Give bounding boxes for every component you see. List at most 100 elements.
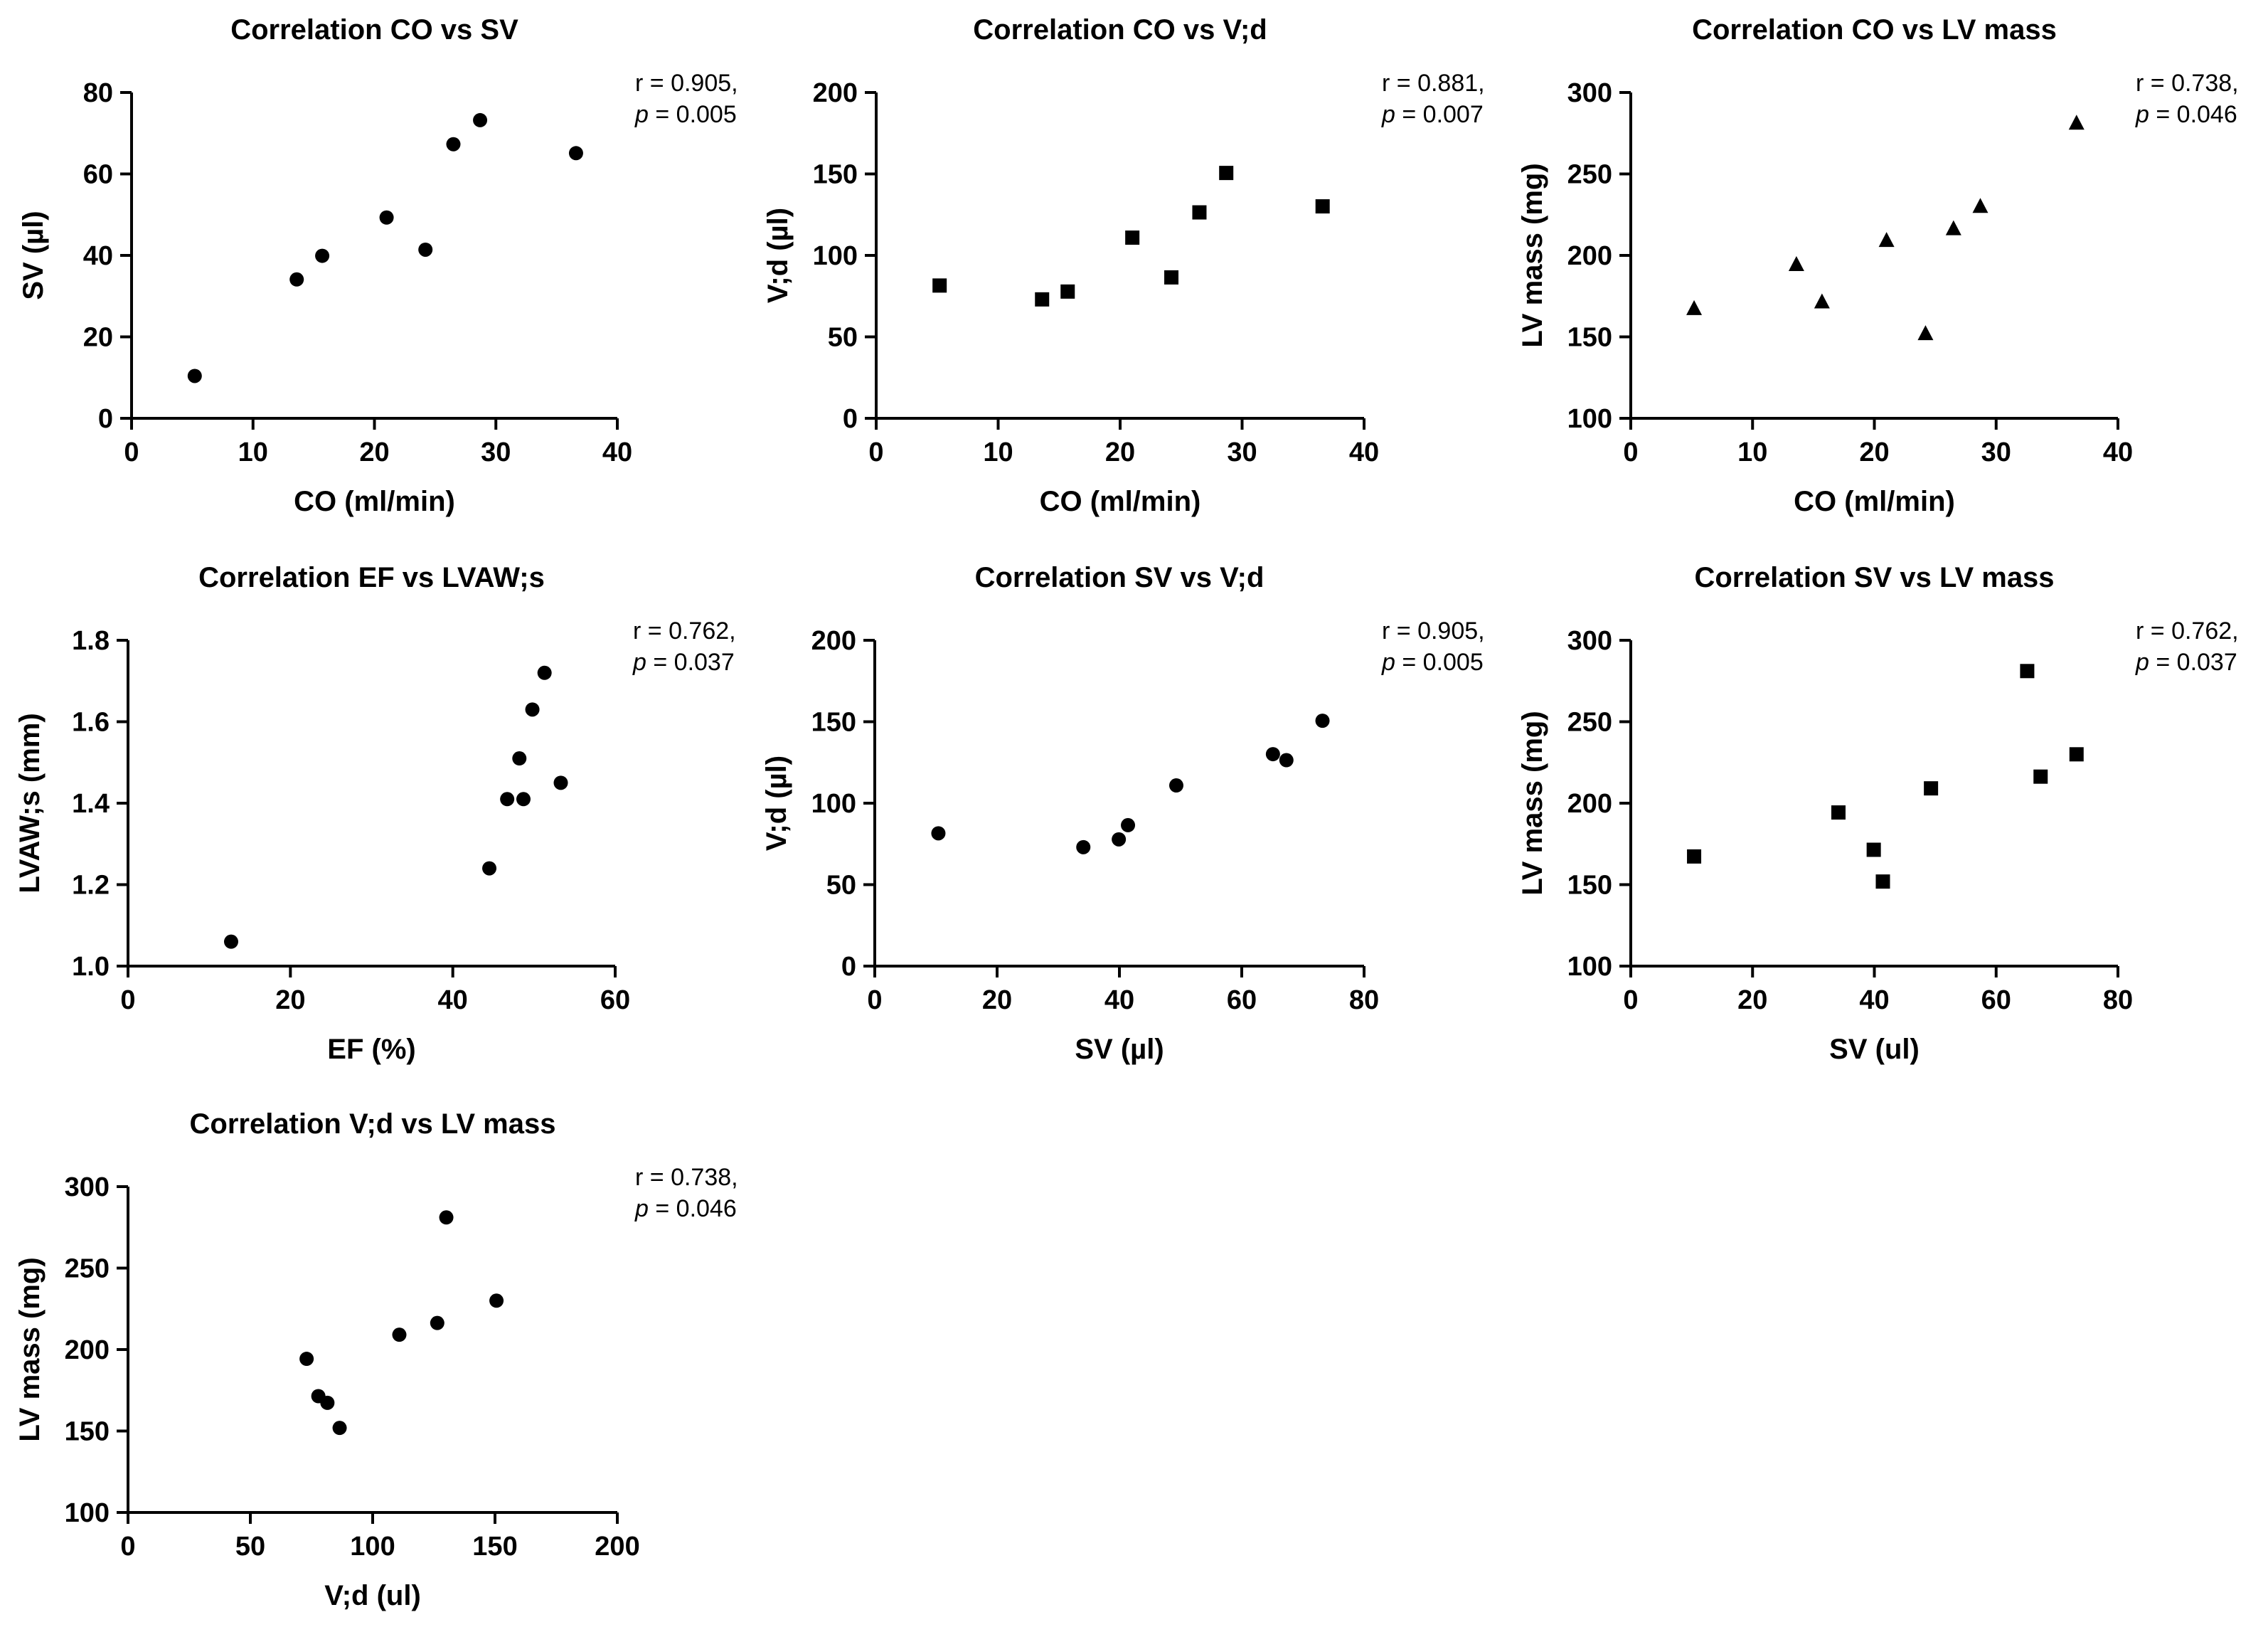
data-point [932, 278, 947, 293]
correlation-r: r = 0.881, [1382, 70, 1485, 97]
y-tick-label: 250 [1567, 708, 1612, 738]
y-tick-label: 200 [811, 626, 856, 656]
x-tick-label: 40 [1104, 985, 1134, 1015]
data-point [332, 1421, 347, 1436]
data-point [1060, 284, 1075, 299]
x-tick-label: 0 [867, 985, 882, 1015]
x-axis-label: CO (ml/min) [1040, 486, 1201, 517]
data-point [1831, 805, 1846, 820]
x-tick-label: 0 [124, 438, 139, 467]
p-symbol: p [634, 1195, 649, 1222]
data-point [1945, 220, 1961, 235]
y-tick-label: 300 [1567, 626, 1612, 656]
p-symbol: p [2135, 101, 2149, 128]
x-axis-label: CO (ml/min) [294, 486, 455, 517]
correlation-p: p = 0.005 [1381, 649, 1484, 676]
correlation-p: p = 0.037 [2135, 649, 2237, 676]
x-tick-label: 40 [2103, 438, 2133, 467]
y-tick-label: 1.6 [72, 708, 110, 738]
p-symbol: p [1381, 101, 1395, 128]
data-point [1192, 205, 1207, 220]
data-point [418, 242, 433, 257]
data-point [1788, 256, 1804, 272]
x-axis-label: EF (%) [327, 1034, 415, 1065]
x-tick-label: 10 [983, 438, 1013, 467]
y-tick-label: 1.4 [72, 789, 110, 819]
data-point [1164, 270, 1179, 285]
data-point [1279, 753, 1294, 768]
chart-title: Correlation SV vs V;d [975, 562, 1265, 593]
correlation-r: r = 0.762, [2136, 618, 2239, 645]
y-tick-label: 1.0 [72, 952, 110, 982]
x-tick-label: 40 [1349, 438, 1379, 467]
y-tick-label: 200 [813, 78, 858, 108]
y-tick-label: 200 [1567, 789, 1612, 819]
x-tick-label: 30 [1981, 438, 2011, 467]
y-tick-label: 1.8 [72, 626, 110, 656]
x-tick-label: 30 [1227, 438, 1257, 467]
y-tick-label: 250 [65, 1254, 110, 1284]
x-tick-label: 40 [602, 438, 632, 467]
chart-panel: Correlation CO vs V;d 0 10 20 30 40 0 50 100 150 2… [762, 14, 1485, 517]
p-value: = 0.046 [2149, 101, 2237, 128]
x-tick-label: 40 [1859, 985, 1889, 1015]
data-point [525, 702, 540, 717]
data-point [439, 1210, 454, 1225]
p-value: = 0.037 [2149, 649, 2237, 676]
y-tick-label: 150 [65, 1417, 110, 1447]
data-point [482, 861, 497, 876]
p-symbol: p [632, 649, 646, 676]
correlation-r: r = 0.738, [635, 1164, 738, 1191]
x-tick-label: 10 [1737, 438, 1767, 467]
data-point [1972, 198, 1989, 213]
y-axis-label: SV (µl) [18, 211, 49, 300]
data-point [2020, 664, 2035, 679]
p-symbol: p [2135, 649, 2149, 676]
data-point [1315, 714, 1330, 728]
y-tick-label: 150 [811, 708, 856, 738]
data-point [568, 146, 583, 161]
data-point [537, 665, 552, 680]
x-tick-label: 80 [2103, 985, 2133, 1015]
y-tick-label: 300 [1567, 78, 1612, 108]
x-axis-label: V;d (ul) [324, 1580, 421, 1611]
data-point [1121, 817, 1136, 832]
data-point [379, 210, 394, 225]
y-axis-label: V;d (µl) [761, 756, 792, 851]
p-symbol: p [634, 101, 649, 128]
chart-title: Correlation SV vs LV mass [1694, 562, 2054, 593]
data-point [392, 1327, 407, 1342]
x-axis-label: SV (ul) [1829, 1034, 1920, 1065]
p-symbol: p [1381, 649, 1395, 676]
y-tick-label: 250 [1567, 160, 1612, 190]
y-axis-label: LV mass (mg) [14, 1257, 46, 1441]
data-point [289, 272, 304, 287]
p-value: = 0.005 [649, 101, 737, 128]
chart-title: Correlation EF vs LVAW;s [198, 562, 545, 593]
correlation-p: p = 0.046 [2135, 101, 2237, 128]
y-tick-label: 0 [843, 404, 858, 434]
chart-panel: Correlation CO vs LV mass 0 10 20 30 40 100 150… [1517, 14, 2239, 517]
x-tick-label: 60 [600, 985, 630, 1015]
data-point [500, 792, 515, 807]
data-point [320, 1395, 335, 1410]
x-tick-label: 0 [120, 1532, 135, 1562]
p-value: = 0.007 [1395, 101, 1484, 128]
x-axis-label: SV (µl) [1075, 1034, 1164, 1065]
data-point [473, 112, 488, 127]
x-tick-label: 40 [438, 985, 468, 1015]
y-tick-label: 60 [83, 160, 113, 190]
p-value: = 0.005 [1395, 649, 1484, 676]
x-axis-label: CO (ml/min) [1794, 486, 1955, 517]
x-tick-label: 20 [1737, 985, 1767, 1015]
x-tick-label: 20 [359, 438, 389, 467]
x-tick-label: 80 [1349, 985, 1379, 1015]
y-tick-label: 150 [1567, 871, 1612, 901]
data-point [1168, 778, 1183, 793]
x-tick-label: 60 [1227, 985, 1257, 1015]
chart-panel: Correlation SV vs V;d 0 20 40 60 80 0 50 100 150 2… [761, 562, 1485, 1065]
data-point [553, 775, 568, 790]
y-tick-label: 200 [65, 1335, 110, 1365]
data-point [223, 934, 238, 949]
y-tick-label: 80 [83, 78, 113, 108]
